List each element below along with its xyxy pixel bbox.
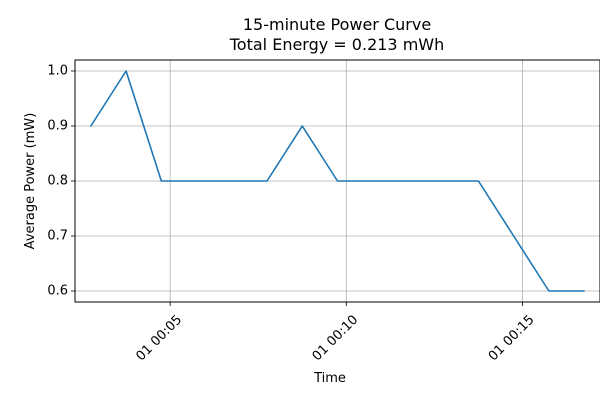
x-axis-label: Time bbox=[313, 371, 346, 386]
y-tick-label: 0.9 bbox=[47, 119, 68, 134]
y-tick-label: 1.0 bbox=[47, 64, 68, 79]
y-tick-label: 0.7 bbox=[47, 229, 68, 244]
y-tick-label: 0.6 bbox=[47, 284, 68, 299]
chart-title: 15-minute Power Curve bbox=[243, 15, 431, 34]
x-axis-ticks: 01 00:05 01 00:10 01 00:15 bbox=[133, 302, 538, 364]
y-axis-ticks: 0.6 0.7 0.8 0.9 1.0 bbox=[47, 64, 75, 299]
x-tick-label: 01 00:10 bbox=[310, 312, 362, 364]
y-tick-label: 0.8 bbox=[47, 174, 68, 189]
x-tick-label: 01 00:15 bbox=[486, 312, 538, 364]
y-axis-label: Average Power (mW) bbox=[23, 113, 38, 250]
series-layer bbox=[90, 70, 585, 292]
x-tick-label: 01 00:05 bbox=[133, 312, 185, 364]
chart-subtitle: Total Energy = 0.213 mWh bbox=[229, 35, 444, 54]
series-line bbox=[90, 70, 585, 292]
